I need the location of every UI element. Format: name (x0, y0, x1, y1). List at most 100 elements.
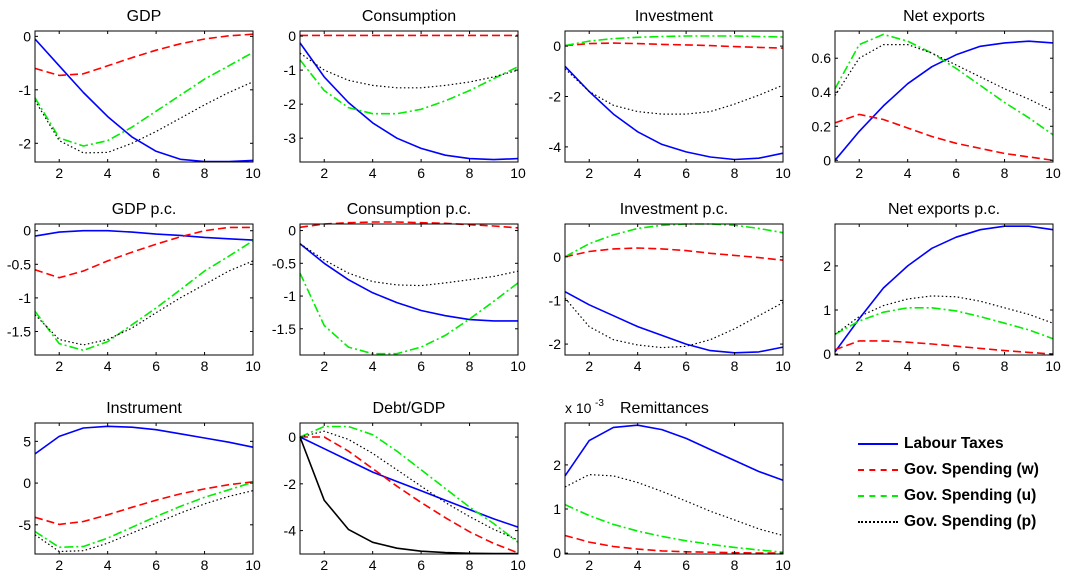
subplot-title: Consumption p.c. (347, 201, 472, 218)
series-line-govw (34, 226, 253, 279)
y-tick-label: 2 (553, 457, 561, 473)
y-tick-label: -0.5 (272, 255, 296, 271)
y-tick-label: 0.6 (812, 50, 832, 66)
axes-box (34, 223, 254, 356)
x-tick-label: 4 (104, 358, 112, 374)
subplot-title: GDP (127, 8, 162, 25)
y-tick-label: -1 (284, 62, 297, 78)
subplot-title: Instrument (106, 400, 182, 417)
subplot-3: Net exports 2 4 6 8 10 0 0.2 0.4 0.6 (812, 8, 1061, 181)
y-tick-label: -3 (284, 130, 297, 146)
series-line-govw (834, 113, 1054, 162)
y-tick-label: -2 (549, 89, 562, 105)
subplot-8: Instrument 2 4 6 8 10 5 0 -5 (19, 400, 261, 573)
series-line-labour (564, 65, 784, 161)
series-line-labour (299, 42, 519, 161)
series-line-labour (34, 229, 254, 241)
series-line-govp (34, 81, 254, 154)
y-tick-label: 2 (823, 258, 831, 274)
x-tick-label: 10 (245, 165, 261, 181)
x-tick-label: 4 (369, 557, 377, 573)
legend-label: Gov. Spending (p) (904, 513, 1037, 530)
x-tick-label: 6 (152, 358, 160, 374)
y-tick-label: 0 (288, 223, 296, 239)
x-tick-label: 4 (634, 358, 642, 374)
series-line-govp (299, 52, 519, 89)
y-tick-label: 0.2 (812, 118, 832, 134)
exponent-value: -3 (595, 398, 604, 409)
axes-box (834, 30, 1054, 163)
x-tick-label: 8 (201, 358, 209, 374)
subplot-title: Debt/GDP (373, 400, 446, 417)
series-line-govu (34, 481, 254, 549)
subplot-1: Consumption 2 4 6 8 10 0 -1 -2 -3 (284, 8, 526, 181)
x-tick-label: 8 (731, 165, 739, 181)
legend-swatch-labour (858, 443, 898, 445)
x-tick-label: 4 (904, 165, 912, 181)
y-tick-label: 0 (288, 28, 296, 44)
x-tick-label: 2 (855, 358, 863, 374)
series-line-govu (834, 33, 1054, 136)
series-line-labour (299, 436, 519, 528)
x-tick-label: 6 (682, 165, 690, 181)
series-line-govu (564, 503, 784, 553)
series-line-govp (834, 295, 1054, 335)
legend-label: Gov. Spending (w) (904, 461, 1039, 478)
series-line-labour (34, 38, 254, 163)
series-line-labour (299, 243, 518, 322)
x-tick-label: 10 (775, 358, 791, 374)
series-line-govu (299, 425, 519, 543)
subplot-title: Net exports p.c. (888, 201, 1000, 218)
x-tick-label: 4 (104, 165, 112, 181)
x-tick-label: 10 (510, 165, 526, 181)
x-tick-label: 6 (152, 557, 160, 573)
y-tick-label: -2 (284, 476, 297, 492)
series-line-labour (564, 290, 784, 354)
y-tick-label: 0 (23, 28, 31, 44)
x-tick-label: 4 (104, 557, 112, 573)
x-tick-label: 6 (682, 557, 690, 573)
y-tick-label: -1 (549, 292, 562, 308)
x-tick-label: 8 (466, 358, 474, 374)
x-tick-label: 4 (634, 557, 642, 573)
subplot-7: Net exports p.c. 2 4 6 8 10 0 1 2 (823, 201, 1061, 374)
series-line-black (299, 436, 518, 555)
x-tick-label: 6 (952, 358, 960, 374)
x-tick-label: 10 (775, 557, 791, 573)
series-line-govu (834, 306, 1054, 340)
x-tick-label: 4 (634, 165, 642, 181)
series-line-govu (34, 240, 254, 352)
x-tick-label: 6 (952, 165, 960, 181)
x-tick-label: 2 (55, 557, 63, 573)
axes-box (299, 422, 519, 555)
x-tick-label: 6 (417, 358, 425, 374)
series-line-labour (834, 40, 1054, 161)
x-tick-label: 8 (1001, 165, 1009, 181)
legend-swatch-govw (858, 469, 898, 471)
x-tick-label: 8 (466, 557, 474, 573)
subplot-title: GDP p.c. (112, 201, 177, 218)
x-tick-label: 10 (510, 557, 526, 573)
axes-box (299, 30, 519, 163)
series-line-govu (299, 59, 519, 115)
legend-label: Labour Taxes (904, 435, 1004, 452)
x-tick-label: 4 (904, 358, 912, 374)
y-tick-label: 0 (553, 545, 561, 561)
x-tick-label: 10 (1045, 358, 1061, 374)
x-tick-label: 8 (1001, 358, 1009, 374)
x-tick-label: 2 (855, 165, 863, 181)
subplot-9: Debt/GDP 2 4 6 8 10 0 -2 -4 (284, 400, 526, 573)
y-tick-label: -1 (19, 82, 32, 98)
series-line-govw (564, 247, 784, 261)
y-tick-label: 0 (823, 152, 831, 168)
subplot-6: Investment p.c. 2 4 6 8 10 0 -1 -2 (549, 201, 791, 374)
x-tick-label: 2 (320, 557, 328, 573)
legend-entry-labour: Labour Taxes (858, 433, 1083, 455)
y-tick-label: 0 (23, 223, 31, 239)
y-tick-label: 0 (553, 249, 561, 265)
subplot-title: Investment (635, 8, 714, 25)
y-tick-label: -2 (284, 96, 297, 112)
series-line-govw (300, 436, 519, 554)
x-tick-label: 10 (775, 165, 791, 181)
y-tick-label: -5 (19, 517, 32, 533)
